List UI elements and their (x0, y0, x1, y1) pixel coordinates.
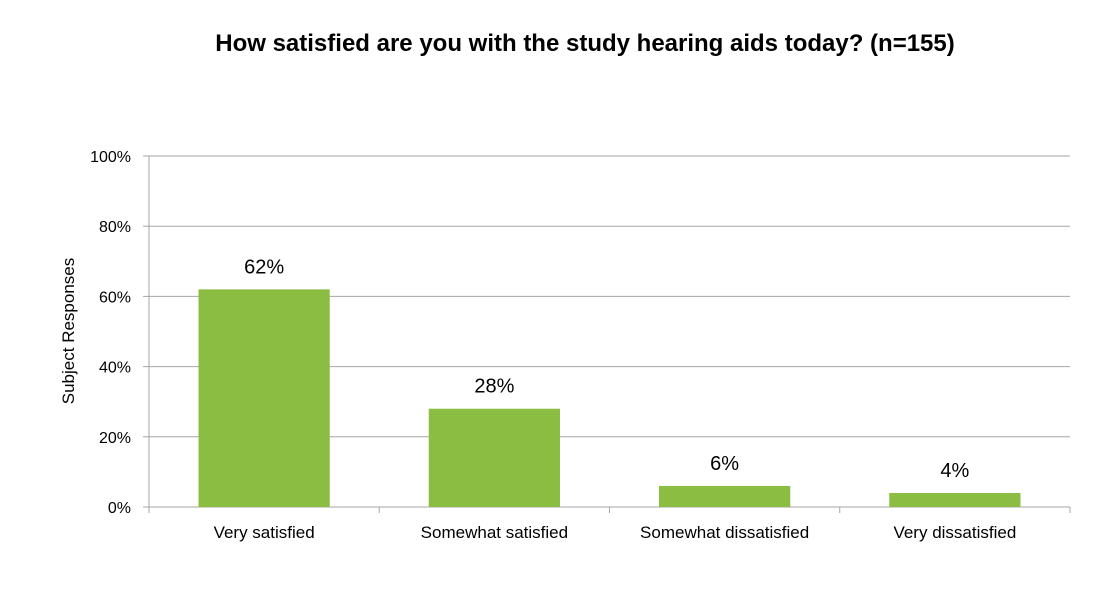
data-label: 28% (474, 376, 514, 398)
y-tick-label: 100% (90, 149, 131, 166)
y-axis-label: Subject Responses (59, 258, 78, 404)
bar (889, 492, 1021, 507)
x-tick-labels: Very satisfied Somewhat satisfied Somewhat… (214, 523, 1017, 542)
y-tick-label: 40% (99, 360, 131, 377)
chart-title: How satisfied are you with the study hea… (215, 30, 955, 57)
x-tick-label: Somewhat satisfied (421, 523, 568, 542)
data-label: 62% (244, 256, 284, 278)
x-tick-label: Somewhat dissatisfied (640, 523, 809, 542)
y-tick-labels: 0% 20% 40% 60% 80% 100% (90, 149, 131, 517)
y-tick-label: 0% (108, 500, 131, 517)
x-tick-label: Very satisfied (214, 523, 315, 542)
x-tick-label: Very dissatisfied (893, 523, 1016, 542)
y-tick-label: 80% (99, 219, 131, 236)
data-label: 4% (940, 460, 969, 482)
data-label: 6% (710, 453, 739, 475)
data-labels: 62% 28% 6% 4% (244, 256, 969, 482)
bar (659, 485, 791, 507)
y-tick-label: 20% (99, 430, 131, 447)
bar (198, 289, 330, 507)
y-tick-label: 60% (99, 289, 131, 306)
bars (198, 289, 1021, 507)
bar (428, 408, 560, 507)
